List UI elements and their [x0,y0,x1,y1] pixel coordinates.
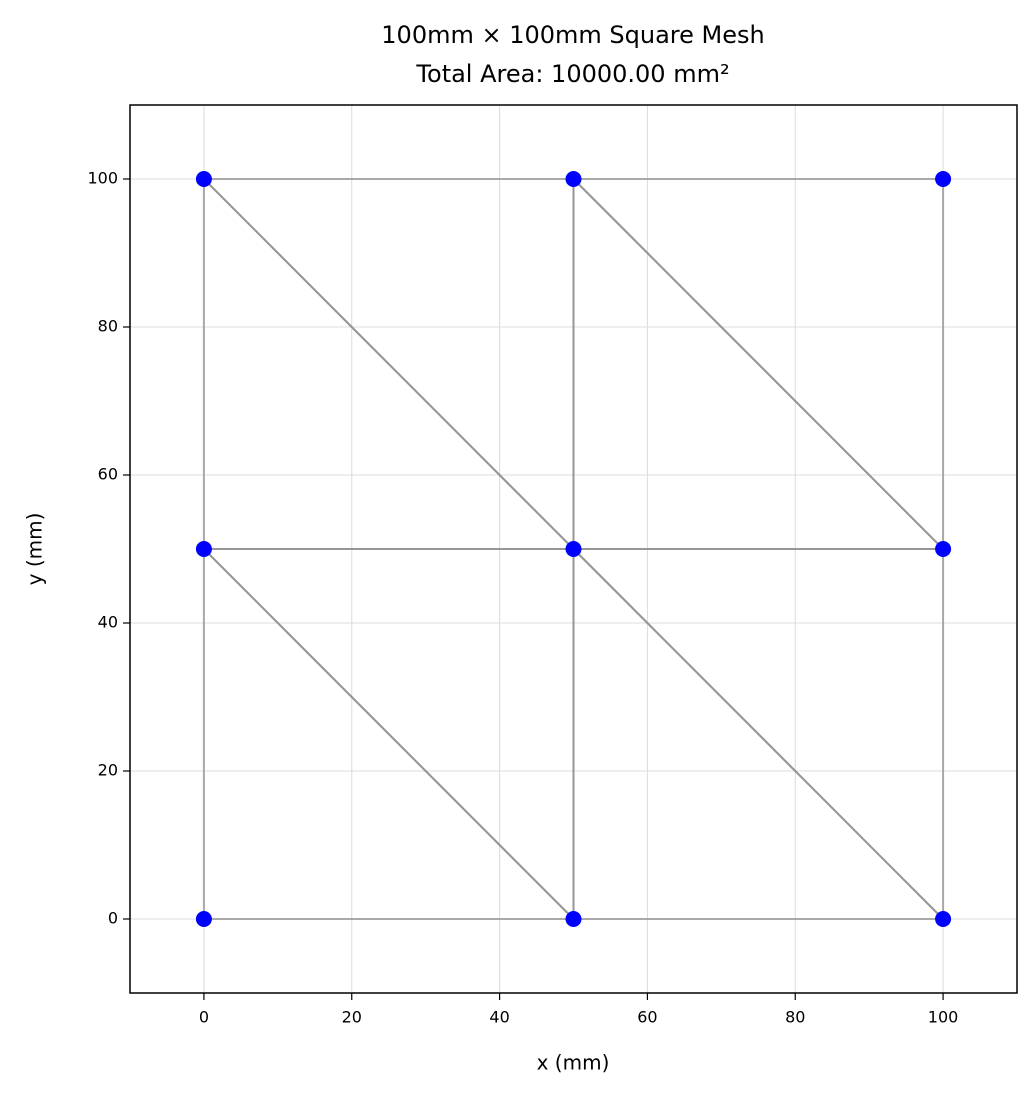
x-tick-label: 0 [199,1008,209,1027]
y-tick-label: 60 [98,465,118,484]
y-tick-label: 20 [98,761,118,780]
mesh-node [935,171,952,187]
mesh-node [195,541,212,557]
chart-subtitle: Total Area: 10000.00 mm² [415,60,729,88]
x-tick-label: 40 [489,1008,509,1027]
y-tick-label: 80 [98,317,118,336]
x-tick-label: 100 [928,1008,959,1027]
mesh-node [565,911,582,927]
y-axis-label: y (mm) [23,513,47,586]
mesh-node [565,541,582,557]
mesh-node [935,541,952,557]
mesh-node [195,911,212,927]
mesh-triangle [571,548,945,922]
chart-title: 100mm × 100mm Square Mesh [381,21,764,49]
mesh-node [195,171,212,187]
y-tick-label: 100 [87,169,118,188]
mesh-triangle [571,178,945,552]
y-tick-label: 0 [108,909,118,928]
y-tick-label: 40 [98,613,118,632]
x-tick-label: 80 [785,1008,805,1027]
x-tick-label: 60 [637,1008,657,1027]
mesh-node [565,171,582,187]
plot-frame [129,104,1018,994]
mesh-triangle [201,178,575,552]
x-tick-label: 20 [342,1008,362,1027]
mesh-node [935,911,952,927]
x-axis-label: x (mm) [537,1051,610,1075]
mesh-triangle [201,548,575,922]
